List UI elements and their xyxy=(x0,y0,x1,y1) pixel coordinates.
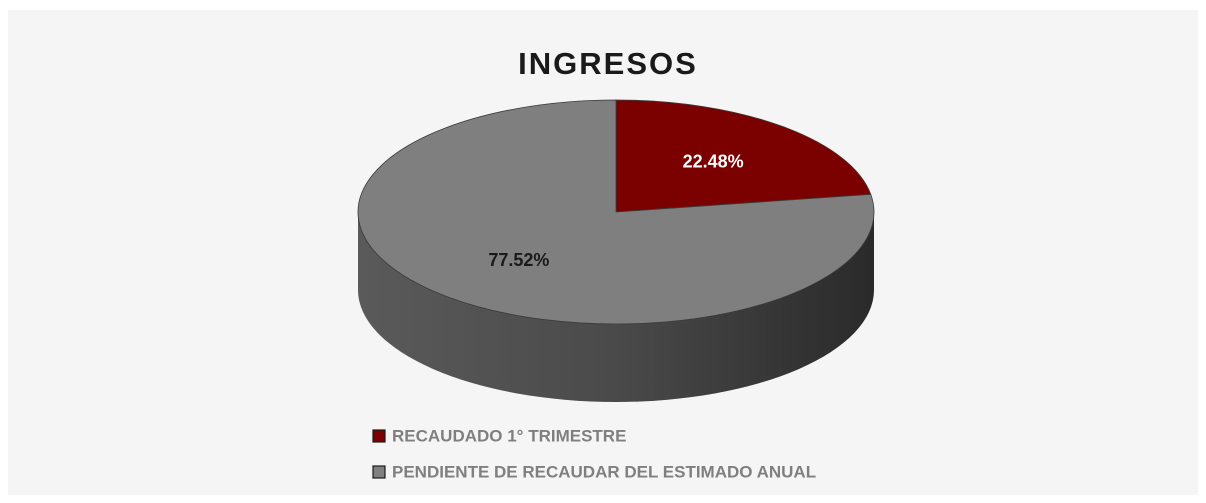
data-label: 22.48% xyxy=(683,151,744,171)
pie-slice xyxy=(615,99,872,213)
legend-label: PENDIENTE DE RECAUDAR DEL ESTIMADO ANUAL xyxy=(392,462,816,481)
data-label: 77.52% xyxy=(488,250,549,270)
legend-swatch xyxy=(372,465,386,479)
chart-title: INGRESOS xyxy=(518,46,698,81)
legend-label: RECAUDADO 1° TRIMESTRE xyxy=(392,426,626,445)
legend-swatch xyxy=(372,429,386,443)
pie-side xyxy=(358,212,874,402)
pie-slice xyxy=(357,99,875,325)
